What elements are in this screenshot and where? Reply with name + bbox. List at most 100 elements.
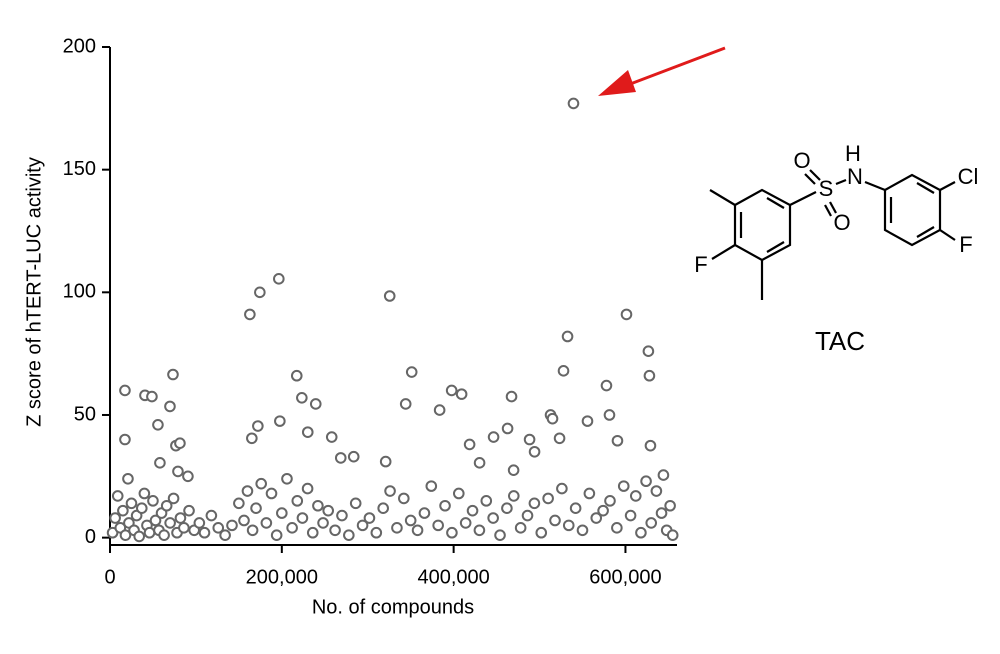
point bbox=[146, 390, 158, 403]
point bbox=[347, 450, 360, 463]
atom-label: S bbox=[819, 176, 834, 201]
y-tick-label: 150 bbox=[63, 158, 96, 180]
x-tick-label: 400,000 bbox=[417, 566, 489, 588]
point bbox=[494, 529, 506, 541]
point bbox=[644, 439, 657, 452]
point bbox=[384, 485, 396, 497]
point bbox=[167, 368, 179, 381]
point bbox=[119, 529, 132, 541]
point bbox=[546, 412, 559, 425]
point bbox=[312, 499, 324, 512]
point bbox=[349, 497, 362, 510]
point bbox=[487, 512, 499, 524]
point bbox=[620, 308, 633, 321]
point bbox=[569, 502, 582, 515]
point bbox=[178, 522, 190, 534]
point bbox=[109, 512, 121, 524]
point bbox=[212, 522, 225, 534]
point bbox=[363, 512, 376, 524]
point bbox=[336, 509, 348, 522]
point bbox=[158, 529, 170, 541]
point bbox=[398, 492, 410, 505]
point bbox=[183, 504, 195, 517]
point bbox=[505, 390, 518, 403]
point bbox=[463, 438, 476, 451]
point bbox=[391, 522, 403, 534]
atom-label: O bbox=[793, 148, 810, 173]
point bbox=[664, 499, 676, 512]
point bbox=[111, 490, 124, 502]
point bbox=[473, 457, 486, 469]
point bbox=[666, 529, 679, 541]
point bbox=[255, 477, 268, 490]
point bbox=[425, 480, 438, 492]
point bbox=[260, 517, 273, 529]
point bbox=[655, 507, 668, 519]
point bbox=[645, 517, 658, 529]
atom-label: O bbox=[833, 210, 850, 235]
y-tick-label: 50 bbox=[74, 403, 96, 425]
point bbox=[432, 519, 444, 532]
point bbox=[657, 469, 670, 481]
point bbox=[604, 495, 616, 507]
point bbox=[650, 485, 663, 497]
atom-label: H bbox=[845, 141, 861, 166]
point bbox=[556, 482, 568, 495]
point bbox=[301, 426, 314, 438]
y-tick-label: 200 bbox=[63, 35, 96, 57]
point bbox=[507, 490, 520, 502]
point bbox=[205, 509, 218, 522]
point bbox=[274, 415, 286, 427]
point bbox=[152, 418, 164, 431]
point bbox=[317, 517, 329, 529]
point bbox=[535, 526, 548, 539]
point bbox=[138, 487, 151, 500]
point bbox=[487, 431, 500, 443]
y-tick-label: 0 bbox=[85, 526, 96, 548]
point bbox=[164, 517, 176, 529]
point bbox=[590, 512, 603, 524]
point bbox=[603, 409, 616, 421]
point bbox=[306, 526, 319, 539]
point bbox=[198, 526, 211, 539]
point bbox=[507, 464, 520, 476]
point bbox=[233, 497, 245, 510]
point bbox=[252, 420, 264, 432]
point bbox=[399, 398, 412, 410]
point bbox=[273, 273, 285, 285]
point bbox=[281, 472, 293, 485]
point bbox=[119, 384, 131, 397]
point bbox=[635, 526, 647, 539]
point bbox=[343, 529, 355, 541]
x-axis-title: No. of compounds bbox=[312, 596, 474, 618]
point bbox=[193, 517, 206, 529]
point bbox=[581, 415, 594, 427]
point bbox=[597, 504, 609, 517]
atom-label: Cl bbox=[958, 164, 979, 189]
structure: S O O N H Cl F F TAC bbox=[694, 141, 978, 356]
point bbox=[411, 524, 424, 537]
point bbox=[334, 452, 347, 464]
point bbox=[528, 497, 541, 510]
structure-label: TAC bbox=[815, 326, 865, 356]
point bbox=[405, 366, 418, 378]
point bbox=[480, 495, 493, 507]
point bbox=[250, 502, 262, 515]
point bbox=[356, 519, 369, 532]
point bbox=[370, 526, 383, 539]
point bbox=[640, 475, 652, 488]
point bbox=[418, 507, 431, 519]
point bbox=[466, 504, 479, 517]
point bbox=[143, 526, 156, 539]
point bbox=[325, 431, 338, 443]
point bbox=[377, 502, 389, 515]
arrow bbox=[598, 46, 726, 96]
point bbox=[473, 524, 486, 537]
point bbox=[246, 432, 258, 445]
point bbox=[455, 388, 468, 400]
point bbox=[445, 384, 458, 397]
point bbox=[125, 497, 138, 510]
x-tick-label: 0 bbox=[104, 566, 115, 588]
point bbox=[241, 485, 254, 497]
point bbox=[439, 499, 451, 512]
